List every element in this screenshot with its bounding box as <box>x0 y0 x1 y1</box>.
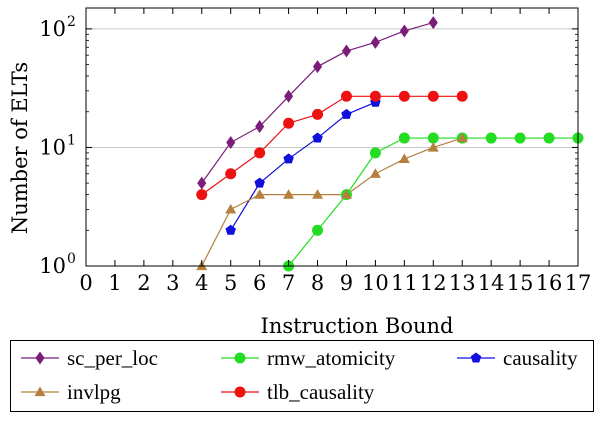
legend-swatch-marker <box>234 352 246 364</box>
y-tick-label: 10 <box>39 17 66 41</box>
legend-label: tlb_causality <box>267 379 375 404</box>
data-point-invlpg <box>427 141 439 152</box>
x-tick-label: 2 <box>137 271 150 295</box>
data-point-invlpg <box>254 189 266 199</box>
plot-frame <box>85 7 579 267</box>
x-tick-label: 13 <box>449 271 476 295</box>
x-tick-label: 5 <box>224 271 237 295</box>
legend-item-causality: causality <box>455 345 578 371</box>
series-line-causality <box>230 101 376 231</box>
x-tick-label: 11 <box>391 271 418 295</box>
data-point-tlb_causality <box>254 147 266 159</box>
data-point-sc_per_loc <box>284 89 294 103</box>
data-point-tlb_causality <box>283 117 295 129</box>
legend-item-sc_per_loc: sc_per_loc <box>19 345 158 371</box>
y-axis-label: Number of ELTs <box>8 62 32 234</box>
data-point-invlpg <box>369 168 381 178</box>
data-point-tlb_causality <box>340 90 352 102</box>
legend-label: rmw_atomicity <box>267 345 396 370</box>
x-tick-label: 17 <box>565 271 592 295</box>
data-point-causality <box>341 108 352 119</box>
x-tick-label: 15 <box>507 271 534 295</box>
data-point-causality <box>225 224 236 235</box>
tick-labels: 10 010 110 20 1 2 3 4 5 6 7 8 9 10 11 12 13 14 15 16 17 <box>39 14 591 295</box>
legend-swatch <box>21 386 59 397</box>
y-tick-exponent: 1 <box>67 132 76 148</box>
legend-item-rmw_atomicity: rmw_atomicity <box>219 345 395 371</box>
x-tick-label: 1 <box>108 271 121 295</box>
data-point-invlpg <box>456 132 468 143</box>
data-point-tlb_causality <box>225 168 237 180</box>
data-point-rmw_atomicity <box>398 132 410 144</box>
x-tick-label: 0 <box>79 271 92 295</box>
data-point-invlpg <box>283 189 295 199</box>
data-point-sc_per_loc <box>226 136 236 150</box>
series-lines <box>201 22 578 267</box>
legend-label: sc_per_loc <box>67 345 158 370</box>
legend-swatch-marker <box>34 386 46 397</box>
legend: sc_per_loc rmw_atomicity causality invlpg tl… <box>10 340 594 412</box>
legend-swatch <box>457 352 495 363</box>
legend-swatch <box>21 351 59 365</box>
x-tick-label: 16 <box>536 271 563 295</box>
data-point-tlb_causality <box>398 90 410 102</box>
data-point-sc_per_loc <box>399 24 409 38</box>
x-tick-label: 6 <box>253 271 266 295</box>
y-tick-label: 10 <box>39 135 66 159</box>
series-line-tlb_causality <box>201 95 463 196</box>
legend-swatch-marker <box>35 351 45 365</box>
data-point-tlb_causality <box>456 90 468 102</box>
data-point-sc_per_loc <box>312 60 323 74</box>
data-point-rmw_atomicity <box>514 132 526 144</box>
series-line-sc_per_loc <box>201 22 434 184</box>
data-point-tlb_causality <box>196 189 208 201</box>
legend-swatch <box>221 386 259 398</box>
data-point-sc_per_loc <box>370 35 380 49</box>
series-markers <box>196 16 584 272</box>
grid-lines <box>86 28 578 267</box>
data-point-sc_per_loc <box>341 44 352 58</box>
data-point-invlpg <box>340 189 352 199</box>
x-tick-label: 8 <box>311 271 324 295</box>
x-tick-label: 7 <box>282 271 295 295</box>
data-point-rmw_atomicity <box>485 132 497 144</box>
data-point-invlpg <box>225 203 237 214</box>
axes <box>85 7 579 267</box>
data-point-tlb_causality <box>427 90 439 102</box>
data-point-rmw_atomicity <box>543 132 555 144</box>
data-point-rmw_atomicity <box>312 224 324 236</box>
x-tick-label: 10 <box>362 271 389 295</box>
x-tick-label: 3 <box>166 271 179 295</box>
data-point-invlpg <box>398 153 410 164</box>
x-tick-label: 9 <box>340 271 353 295</box>
legend-swatch-marker <box>470 352 482 363</box>
data-point-tlb_causality <box>369 90 381 102</box>
y-tick-label: 10 <box>39 254 66 278</box>
data-point-causality <box>283 153 294 164</box>
series-line-rmw_atomicity <box>288 137 578 267</box>
x-tick-label: 12 <box>420 271 447 295</box>
legend-label: invlpg <box>67 379 121 404</box>
legend-label: causality <box>503 345 578 370</box>
legend-swatch <box>221 352 259 364</box>
x-tick-label: 4 <box>195 271 208 295</box>
legend-item-invlpg: invlpg <box>19 379 121 405</box>
y-tick-exponent: 2 <box>67 14 76 30</box>
chart: 10 010 110 20 1 2 3 4 5 6 7 8 9 10 11 12 13 14 15 16 17 Inst… <box>8 7 591 338</box>
data-point-invlpg <box>312 189 324 199</box>
y-tick-exponent: 0 <box>67 251 76 267</box>
data-point-rmw_atomicity <box>427 132 439 144</box>
data-point-rmw_atomicity <box>369 147 381 159</box>
x-tick-label: 14 <box>478 271 505 295</box>
data-point-sc_per_loc <box>255 120 265 134</box>
data-point-causality <box>254 177 265 188</box>
data-point-tlb_causality <box>312 108 324 120</box>
data-point-causality <box>312 132 323 143</box>
data-point-sc_per_loc <box>197 176 207 190</box>
series-line-invlpg <box>201 137 463 267</box>
x-axis-label: Instruction Bound <box>261 314 454 338</box>
legend-swatch-marker <box>234 386 246 398</box>
data-point-sc_per_loc <box>428 16 438 30</box>
legend-item-tlb_causality: tlb_causality <box>219 379 374 405</box>
